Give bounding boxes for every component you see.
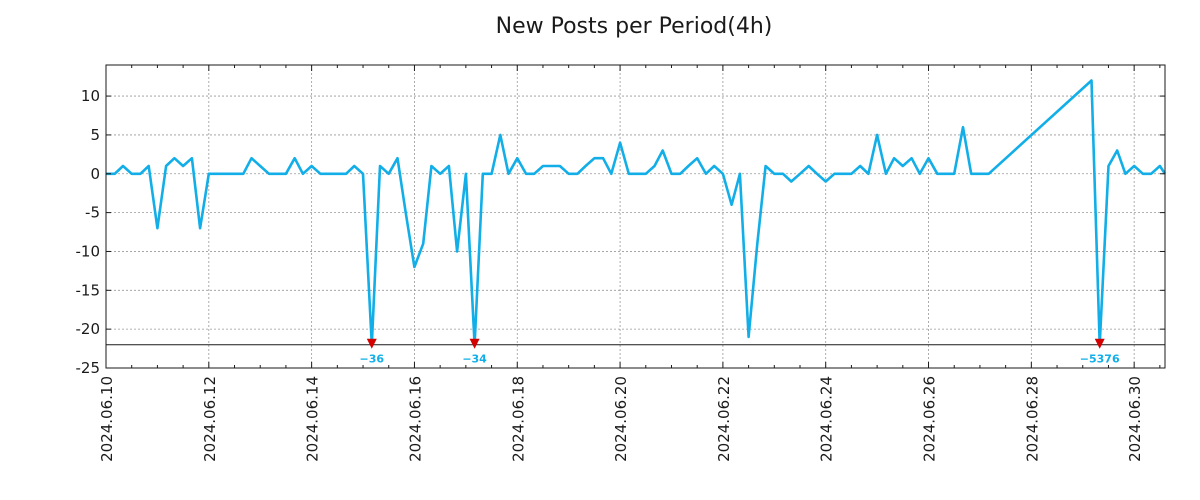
plot-frame bbox=[105, 64, 1166, 369]
y-tick-label: 0 bbox=[90, 165, 100, 183]
y-tick-label: 5 bbox=[90, 126, 100, 144]
series-layer bbox=[106, 79, 1167, 347]
x-tick-label: 2024.06.20 bbox=[612, 376, 630, 462]
y-tick-label: -20 bbox=[76, 320, 101, 338]
x-tick-label: 2024.06.12 bbox=[201, 376, 219, 462]
clipped-marker bbox=[469, 338, 480, 349]
y-tick-label: -10 bbox=[76, 242, 101, 260]
x-tick-label: 2024.06.30 bbox=[1126, 376, 1144, 462]
clipped-marker-label: −36 bbox=[360, 353, 385, 366]
clipped-marker bbox=[366, 338, 377, 349]
clipped-marker-label: −34 bbox=[462, 353, 487, 366]
chart-title: New Posts per Period(4h) bbox=[495, 14, 773, 39]
x-tick-label: 2024.06.10 bbox=[98, 376, 116, 462]
x-tick-label: 2024.06.14 bbox=[304, 376, 322, 462]
marker-layer: −36 −34 −5376 bbox=[360, 338, 1120, 366]
clipped-marker bbox=[1094, 338, 1105, 349]
y-tick-label: -15 bbox=[76, 281, 101, 299]
x-tick-label: 2024.06.18 bbox=[509, 376, 527, 462]
series-line bbox=[106, 79, 1167, 347]
x-tick-label: 2024.06.22 bbox=[715, 376, 733, 462]
y-tick-label: 10 bbox=[81, 87, 100, 105]
x-tick-label: 2024.06.28 bbox=[1023, 376, 1041, 462]
x-tick-label: 2024.06.26 bbox=[921, 376, 939, 462]
x-tick-label: 2024.06.16 bbox=[406, 376, 424, 462]
y-tick-label: -25 bbox=[76, 359, 101, 377]
y-tick-label: -5 bbox=[85, 204, 100, 222]
x-tick-label: 2024.06.24 bbox=[818, 376, 836, 462]
clipped-marker-label: −5376 bbox=[1080, 353, 1120, 366]
grid-layer bbox=[105, 65, 1165, 369]
